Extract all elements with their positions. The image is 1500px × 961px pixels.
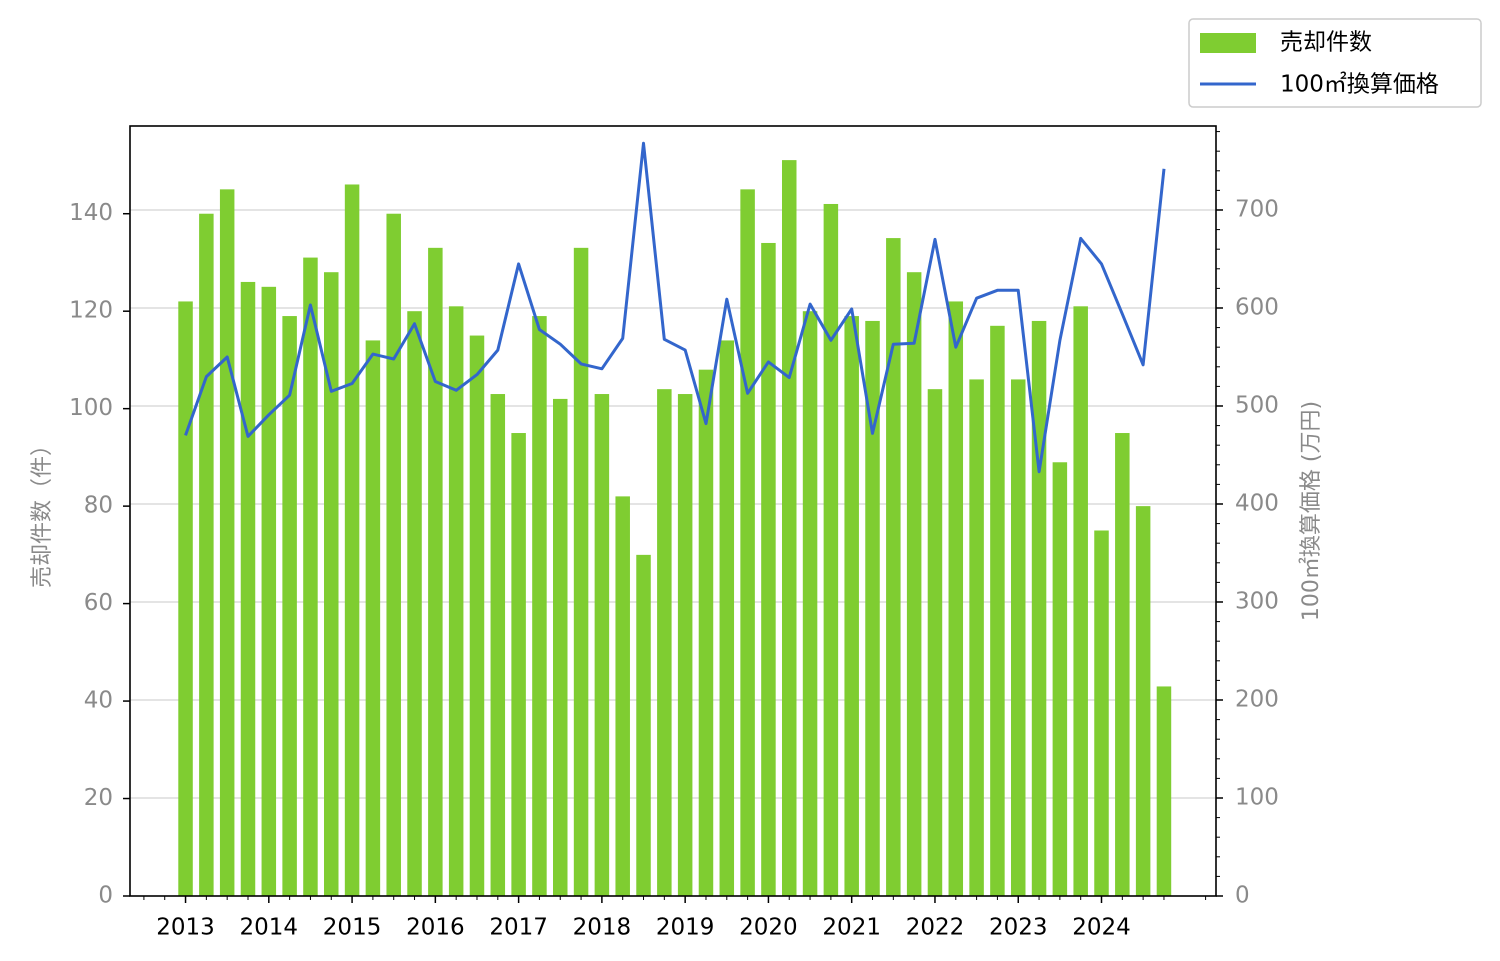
bar [906, 272, 922, 897]
bar [844, 316, 859, 896]
bar [740, 189, 755, 896]
bar [698, 369, 714, 896]
y-left-tick-label: 20 [84, 785, 113, 811]
x-tick-label: 2016 [406, 915, 465, 941]
bar [865, 320, 880, 896]
bar [178, 301, 193, 897]
bar [677, 394, 693, 896]
bar [1135, 506, 1151, 896]
bar [428, 247, 443, 896]
y-left-title: 売却件数（件） [30, 434, 55, 588]
y-left-tick-label: 120 [69, 298, 113, 324]
bar [1010, 379, 1026, 896]
bar [657, 389, 672, 896]
bar [282, 316, 297, 896]
y-left-tick-label: 60 [84, 590, 113, 616]
bar [365, 340, 381, 896]
legend-label-line: 100㎡換算価格 [1280, 72, 1439, 98]
bar [261, 286, 277, 897]
bar [386, 213, 401, 897]
y-right-title: 100㎡換算価格 (万円) [1298, 401, 1324, 621]
y-right-tick-label: 200 [1235, 686, 1279, 712]
bar [927, 389, 943, 896]
y-left-tick-label: 0 [98, 883, 113, 909]
bar [511, 433, 526, 896]
bar [886, 238, 901, 896]
x-tick-label: 2024 [1072, 915, 1131, 941]
bar [1094, 530, 1109, 896]
plot-frame [129, 125, 1217, 897]
legend-swatch-bar [1200, 33, 1256, 53]
y-right-tick-label: 600 [1235, 294, 1279, 320]
y-right-tick-label: 500 [1235, 392, 1279, 418]
bar [469, 335, 485, 896]
bar [948, 301, 964, 897]
y-right-tick-label: 100 [1235, 784, 1279, 810]
y-right-tick-label: 400 [1235, 490, 1279, 516]
bar [990, 325, 1005, 896]
x-tick-label: 2019 [656, 915, 715, 941]
bar [532, 316, 547, 896]
bar [1073, 306, 1088, 896]
bar [823, 203, 839, 897]
bar [448, 306, 464, 896]
bar [344, 184, 360, 896]
bar [553, 398, 568, 896]
x-tick-label: 2022 [906, 915, 965, 941]
bar [761, 242, 776, 896]
bar [490, 394, 506, 896]
bar [781, 160, 797, 897]
bar [802, 311, 818, 896]
bar [1156, 686, 1172, 896]
bar [636, 554, 651, 896]
x-tick-label: 2013 [156, 915, 215, 941]
bar [615, 496, 630, 896]
bar [573, 247, 589, 896]
y-right-tick-label: 300 [1235, 588, 1279, 614]
x-tick-label: 2015 [323, 915, 382, 941]
bar [407, 311, 422, 896]
bar [719, 340, 735, 896]
price-line [184, 141, 1166, 474]
y-left-tick-label: 40 [84, 688, 113, 714]
bar [324, 272, 339, 897]
legend: 売却件数 100㎡換算価格 [1188, 18, 1482, 108]
y-left-tick-label: 80 [84, 493, 113, 519]
y-left-tick-label: 140 [69, 200, 113, 226]
y-left-tick-label: 100 [69, 395, 113, 421]
legend-label-bar: 売却件数 [1280, 30, 1372, 56]
bar [303, 257, 318, 896]
y-right-tick-label: 0 [1235, 883, 1250, 909]
axes: 0 20 40 60 80 100 120 140 0 100 200 300 400 500 600 700… [69, 131, 1279, 941]
bar [219, 189, 235, 896]
line-series [184, 141, 1166, 474]
x-tick-label: 2014 [240, 915, 299, 941]
bar [969, 379, 984, 896]
x-tick-label: 2018 [573, 915, 632, 941]
bar-series [178, 160, 1172, 897]
x-tick-label: 2023 [989, 915, 1048, 941]
bar [199, 213, 214, 897]
bar [1052, 462, 1068, 896]
legend-box [1188, 18, 1482, 108]
bar [1031, 320, 1047, 896]
bar [1115, 433, 1130, 896]
x-tick-label: 2020 [739, 915, 798, 941]
x-tick-label: 2017 [489, 915, 548, 941]
bar [594, 394, 610, 896]
bar [240, 281, 256, 897]
x-tick-label: 2021 [822, 915, 881, 941]
y-right-tick-label: 700 [1235, 196, 1279, 222]
